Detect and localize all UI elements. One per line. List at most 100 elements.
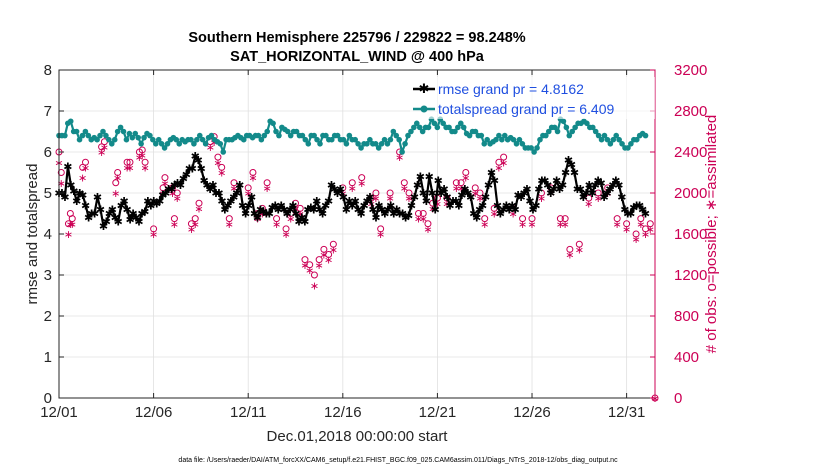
obs-possible-marker: [170, 215, 178, 223]
rmse-point: ✱: [336, 184, 345, 196]
obs-assimilated-marker: ∗: [603, 188, 612, 200]
obs-assimilated-marker: ∗: [173, 193, 182, 205]
obs-possible-marker: [424, 220, 432, 228]
rmse-point: ✱: [543, 180, 552, 192]
totalspread-point: [425, 124, 432, 131]
totalspread-point: [138, 141, 144, 147]
rmse-point: ✱: [191, 151, 200, 163]
totalspread-point: [431, 120, 438, 127]
rmse-point: ✱: [78, 190, 87, 202]
obs-assimilated-marker: ∗: [57, 178, 66, 190]
totalspread-point: [625, 145, 631, 151]
rmse-point: ✱: [203, 180, 212, 192]
rmse-point: ✱: [641, 209, 650, 221]
rmse-point: ✱: [585, 180, 594, 192]
rmse-point: ✱: [232, 188, 241, 200]
rmse-point: ✱: [123, 204, 132, 216]
totalspread-point: [188, 136, 194, 143]
obs-possible-marker: [98, 143, 106, 151]
totalspread-point: [393, 132, 400, 139]
rmse-point: ✱: [546, 188, 555, 200]
obs-assimilated-marker: ∗: [395, 152, 404, 164]
rmse-point: ✱: [629, 202, 638, 214]
rmse-point: ✱: [114, 217, 123, 229]
rmse-point: ✱: [576, 184, 585, 196]
totalspread-point: [328, 136, 335, 143]
rmse-point: ✱: [66, 180, 75, 192]
rmse-point: ✱: [439, 184, 448, 196]
rmse-point: ✱: [422, 196, 431, 208]
rmse-point: ✱: [262, 209, 271, 221]
rmse-point: ✱: [567, 159, 576, 171]
rmse-point: ✱: [445, 200, 454, 212]
totalspread-point: [355, 141, 361, 147]
totalspread-point: [314, 136, 320, 143]
obs-assimilated-marker: ∗: [404, 193, 413, 205]
totalspread-point: [135, 134, 141, 141]
totalspread-point: [106, 136, 112, 143]
obs-assimilated-marker: ∗: [631, 234, 640, 246]
totalspread-point: [352, 136, 359, 143]
legend-entry-rmse: ✱ rmse grand pr = 4.8162: [413, 81, 584, 97]
rmse-point: ✱: [306, 202, 315, 214]
totalspread-point: [299, 132, 306, 139]
obs-assimilated-marker: ∗: [113, 173, 122, 185]
totalspread-point: [545, 128, 552, 135]
obs-assimilated-marker: ∗: [319, 250, 328, 262]
rmse-point: ✱: [223, 200, 232, 212]
rmse-point: ✱: [611, 176, 620, 188]
rmse-point: ✱: [137, 209, 146, 221]
rmse-point: ✱: [241, 209, 250, 221]
rmse-point: ✱: [345, 196, 354, 208]
y-left-tick-label: 0: [44, 390, 52, 407]
rmse-point: ✱: [318, 209, 327, 221]
obs-possible-marker: [230, 179, 238, 187]
totalspread-point: [572, 124, 578, 131]
rmse-point: ✱: [596, 178, 605, 190]
totalspread-point: [364, 141, 370, 147]
totalspread-point: [610, 136, 617, 143]
y-right-tick-label: 1200: [674, 267, 707, 284]
rmse-point: ✱: [57, 188, 66, 200]
rmse-point: ✱: [407, 200, 416, 212]
obs-assimilated-marker: ∗: [613, 219, 622, 231]
rmse-point: ✱: [170, 180, 179, 192]
obs-assimilated-marker: ∗: [650, 393, 659, 405]
totalspread-point: [633, 136, 640, 143]
y-axis-label-right: # of obs: o=possible; ∗=assimilated: [703, 115, 720, 354]
obs-possible-marker: [386, 189, 394, 197]
totalspread-point: [378, 141, 385, 147]
obs-possible-marker: [218, 163, 226, 171]
obs-assimilated-marker: ∗: [170, 219, 179, 231]
rmse-point: ✱: [69, 186, 78, 198]
obs-possible-marker: [79, 163, 87, 171]
rmse-point: ✱: [253, 213, 262, 225]
obs-assimilated-marker: ∗: [348, 183, 357, 195]
rmse-point: ✱: [460, 184, 469, 196]
y-left-tick-label: 8: [44, 62, 52, 79]
obs-assimilated-marker: ∗: [527, 219, 536, 231]
y-left-tick-label: 6: [44, 144, 52, 161]
obs-assimilated-marker: ∗: [508, 209, 517, 221]
rmse-point: ✱: [268, 202, 277, 214]
rmse-point: ✱: [362, 196, 371, 208]
obs-assimilated-marker: ∗: [296, 209, 305, 221]
obs-possible-marker: [112, 179, 120, 187]
rmse-point: ✱: [626, 209, 635, 221]
rmse-point: ✱: [463, 188, 472, 200]
grid: [58, 69, 655, 399]
rmse-point: ✱: [594, 176, 603, 188]
rmse-point: ✱: [561, 168, 570, 180]
obs-assimilated-marker: ∗: [286, 214, 295, 226]
totalspread-point: [466, 132, 473, 139]
rmse-point: ✱: [404, 211, 413, 223]
obs-assimilated-marker: ∗: [123, 162, 132, 174]
obs-possible-marker: [301, 256, 309, 264]
rmse-point: ✱: [297, 213, 306, 225]
totalspread-point: [419, 128, 426, 135]
rmse-point: ✱: [140, 206, 149, 218]
obs-possible-marker: [64, 220, 72, 228]
totalspread-point: [440, 120, 446, 127]
y-right-tick-label: 2800: [674, 103, 707, 120]
x-tick-label: 12/11: [230, 404, 266, 421]
